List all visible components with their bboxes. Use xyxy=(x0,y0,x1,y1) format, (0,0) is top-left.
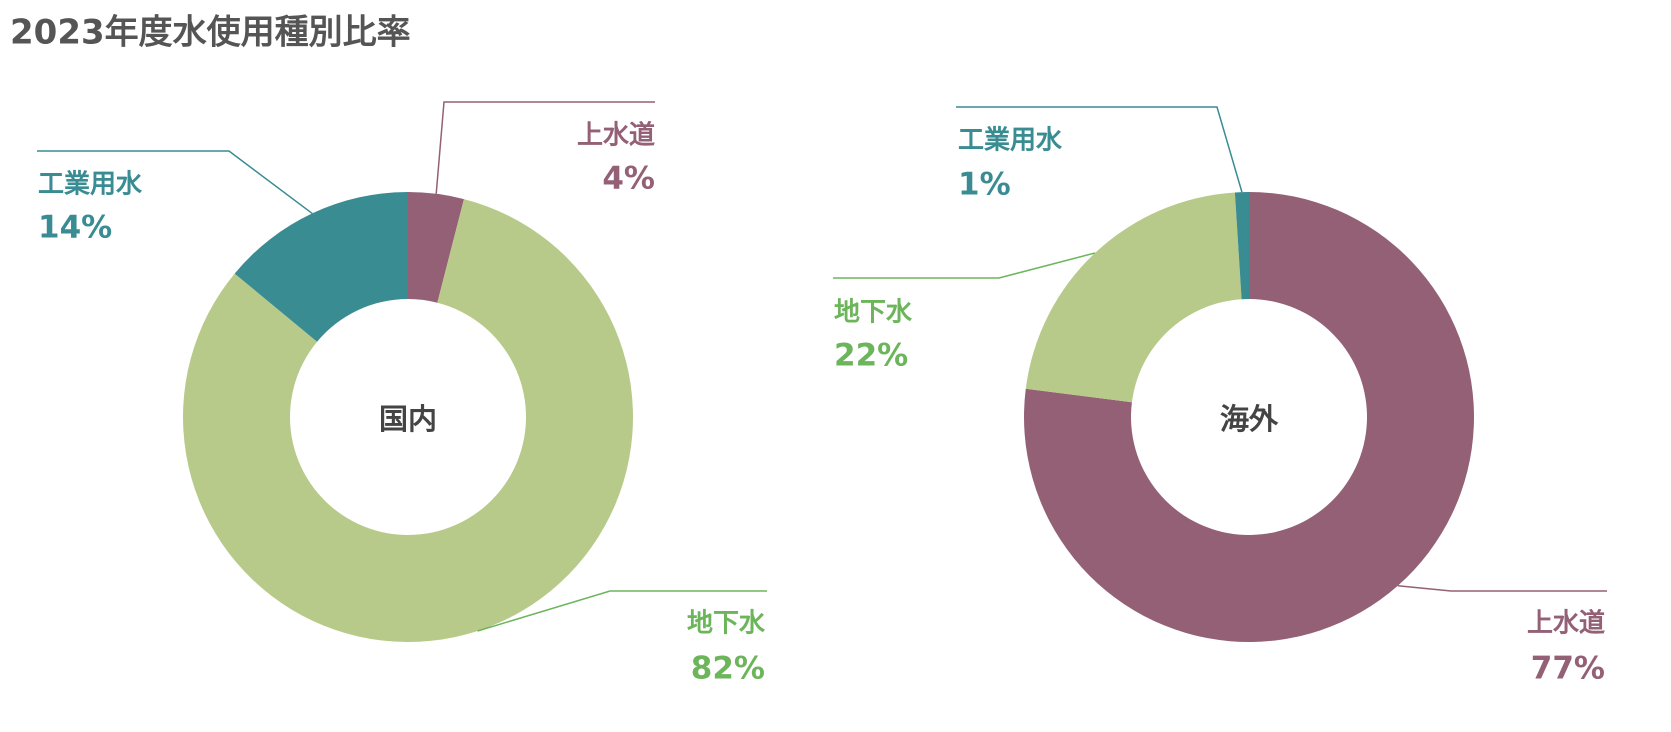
pie-slice xyxy=(408,192,464,303)
pie-slice xyxy=(1234,192,1249,300)
leader-line xyxy=(833,252,1096,279)
slice-value-label: 4% xyxy=(602,161,655,197)
leader-line xyxy=(1397,585,1607,592)
pie-slice xyxy=(183,199,634,643)
center-label: 海外 xyxy=(1220,402,1279,436)
leader-line xyxy=(435,101,655,194)
pie-slice xyxy=(1025,192,1242,403)
slice-label: 工業用水 xyxy=(38,170,143,200)
center-label: 国内 xyxy=(379,402,437,436)
slice-value-label: 1% xyxy=(958,167,1011,203)
slice-label: 上水道 xyxy=(577,121,655,151)
leader-line xyxy=(477,590,767,632)
slice-value-label: 82% xyxy=(691,651,765,687)
pie-slice xyxy=(234,192,408,342)
slice-label: 地下水 xyxy=(687,609,766,639)
slice-label: 工業用水 xyxy=(958,126,1063,156)
chart-title: 2023年度水使用種別比率 xyxy=(10,13,411,53)
slice-label: 地下水 xyxy=(834,298,913,328)
pie-slice xyxy=(1023,192,1474,642)
slice-value-label: 77% xyxy=(1531,651,1605,687)
slice-label: 上水道 xyxy=(1527,609,1605,639)
leader-line xyxy=(956,106,1243,193)
slice-value-label: 14% xyxy=(38,210,112,246)
slice-value-label: 22% xyxy=(834,338,908,374)
leader-line xyxy=(37,150,313,215)
